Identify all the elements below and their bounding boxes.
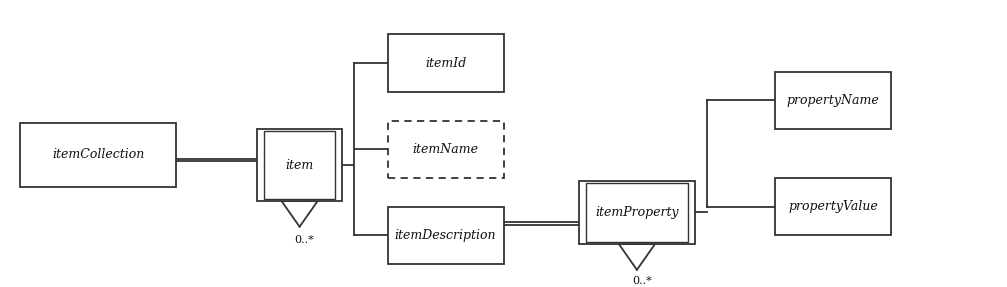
Text: propertyName: propertyName xyxy=(786,94,880,107)
Bar xyxy=(20,123,176,187)
Text: itemId: itemId xyxy=(425,57,466,70)
Text: 0..*: 0..* xyxy=(632,276,652,286)
Text: itemDescription: itemDescription xyxy=(395,229,496,242)
Text: itemName: itemName xyxy=(413,143,478,156)
Bar xyxy=(775,178,891,235)
Bar xyxy=(586,183,688,242)
Text: propertyValue: propertyValue xyxy=(788,200,878,213)
Bar xyxy=(388,121,504,178)
Text: 0..*: 0..* xyxy=(295,235,314,245)
Bar xyxy=(264,131,335,199)
Bar xyxy=(257,129,342,201)
Bar xyxy=(388,34,504,92)
Bar xyxy=(388,207,504,264)
Bar xyxy=(579,181,695,244)
Text: itemCollection: itemCollection xyxy=(52,148,144,162)
Bar xyxy=(775,72,891,129)
Text: item: item xyxy=(285,158,314,172)
Text: itemProperty: itemProperty xyxy=(595,206,679,219)
